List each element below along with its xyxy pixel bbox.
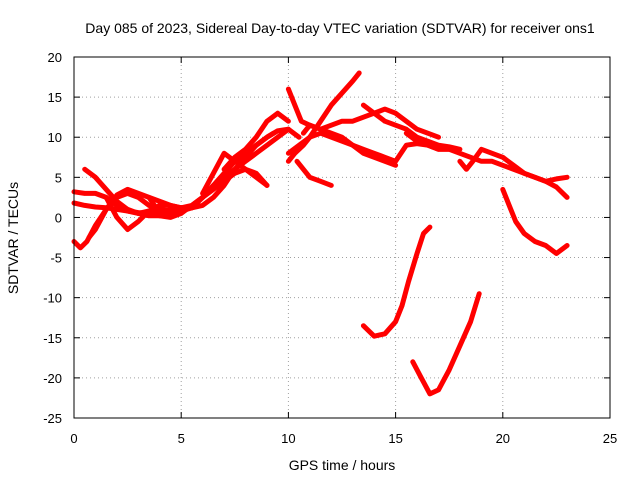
series-track-19: [360, 224, 433, 339]
series-track-20: [410, 291, 482, 397]
y-tick-label: -20: [43, 371, 62, 386]
y-tick-label: -10: [43, 291, 62, 306]
y-tick-label: 5: [55, 170, 62, 185]
y-tick-label: -5: [50, 251, 62, 266]
x-tick-label: 0: [70, 431, 77, 446]
y-tick-label: -15: [43, 331, 62, 346]
x-tick-label: 20: [496, 431, 510, 446]
series-track-14: [294, 158, 334, 188]
y-tick-label: 0: [55, 210, 62, 225]
x-tick-label: 10: [281, 431, 295, 446]
series-track-10: [285, 70, 362, 164]
x-tick-label: 15: [388, 431, 402, 446]
chart-title: Day 085 of 2023, Sidereal Day-to-day VTE…: [85, 20, 595, 36]
plot-frame: [73, 56, 611, 419]
y-tick-label: -25: [43, 411, 62, 426]
series-track-17: [457, 146, 570, 184]
series-track-8: [200, 150, 270, 196]
y-tick-label: 10: [48, 130, 62, 145]
x-tick-label: 25: [603, 431, 617, 446]
tick-labels: 0 5 10 15 20 25 -25 -20 -15 -10 -5 0 5 10 15 20: [43, 50, 617, 446]
series-track-12: [285, 86, 399, 168]
series-track-9: [221, 110, 291, 172]
series-track-18: [500, 186, 570, 256]
x-axis-label: GPS time / hours: [289, 457, 396, 473]
y-tick-label: 20: [48, 50, 62, 65]
data-series: [71, 70, 570, 397]
x-tick-label: 5: [178, 431, 185, 446]
y-axis-label: SDTVAR / TECUs: [5, 182, 21, 294]
series-track-15: [360, 102, 463, 152]
y-tick-label: 15: [48, 90, 62, 105]
